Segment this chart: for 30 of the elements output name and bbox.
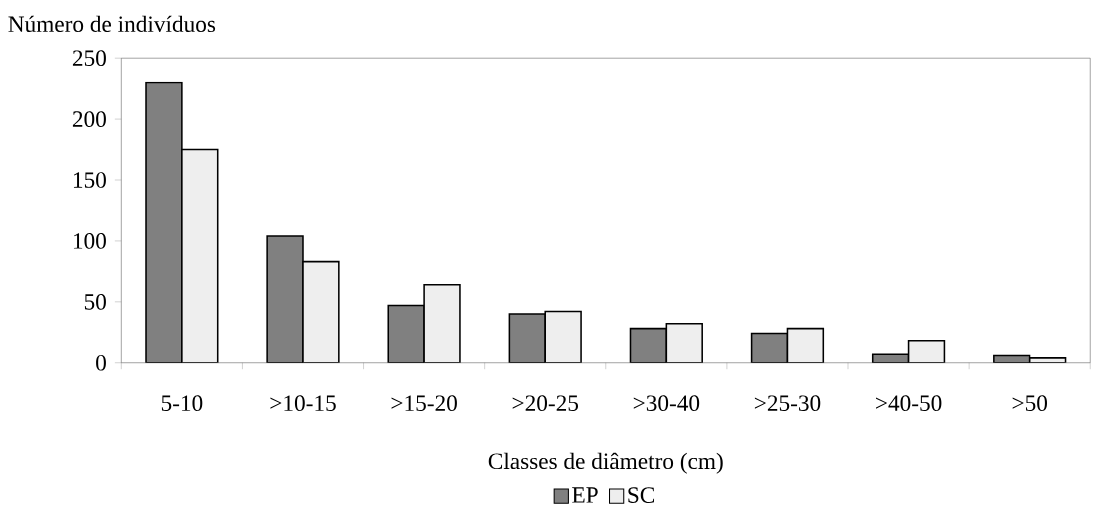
x-tick-label: 5-10 [161,395,203,411]
bar [388,305,425,363]
y-tick-label: 50 [84,293,106,310]
y-tick-label: 100 [73,233,106,249]
x-axis-title: Classes de diâmetro (cm) [488,452,723,474]
y-axis-title: Número de indivíduos [8,15,216,33]
bar [787,328,824,363]
bar [302,261,339,363]
y-tick-label: 150 [73,172,106,188]
x-tick-label: >50 [1012,395,1047,411]
bar [424,284,460,363]
x-tick-label: >40-50 [876,395,942,411]
bar [267,236,303,363]
y-tick-label: 250 [72,50,106,66]
bar [181,149,218,363]
bar [545,311,582,363]
y-tick-label: 200 [72,111,106,127]
legend-label: EP [572,487,598,503]
x-tick-label: >15-20 [391,395,457,411]
bar [666,323,703,363]
bar [146,82,182,363]
x-tick-label: >10-15 [270,395,336,411]
bar [630,328,667,363]
bar [509,313,546,363]
legend-label: SC [628,487,655,503]
bar [751,333,788,363]
y-tick-label: 0 [96,354,106,371]
x-tick-label: >20-25 [512,395,579,411]
x-tick-label: >25-30 [754,395,821,411]
x-tick-label: >30-40 [633,395,700,411]
